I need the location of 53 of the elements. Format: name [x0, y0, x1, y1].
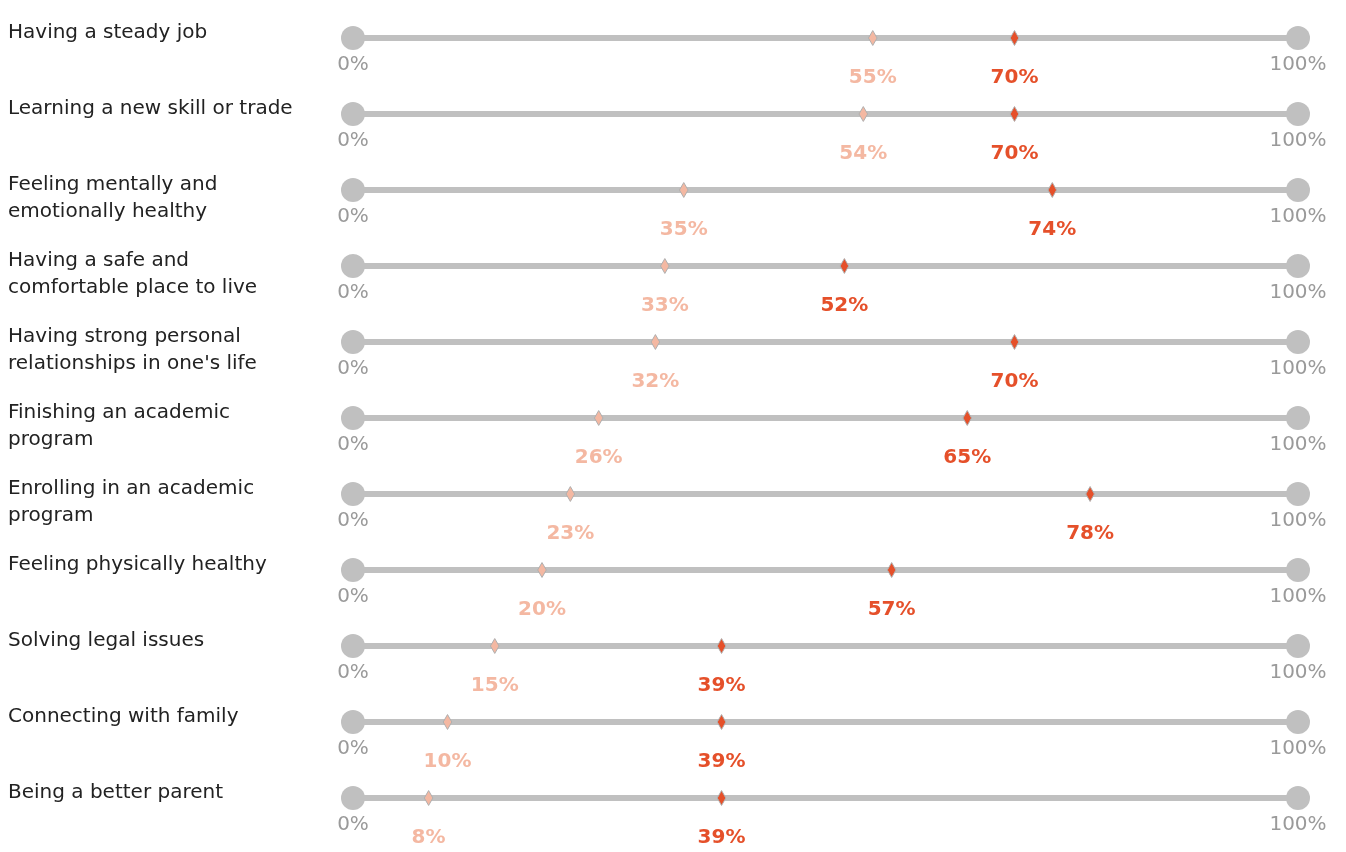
y-tick-label: Being a better parent — [8, 778, 225, 805]
data-label: 39% — [697, 748, 746, 772]
text: 100% — [1269, 507, 1327, 531]
y-tick-label: Having strong personal relationships in one's life — [8, 322, 258, 376]
data-label: 26% — [574, 444, 623, 468]
text: 100% — [1269, 203, 1327, 227]
data-label: 39% — [697, 672, 746, 696]
data-label: 15% — [470, 672, 519, 696]
text: 100% — [1269, 355, 1327, 379]
y-tick-label: Enrolling in an academic program — [8, 474, 256, 528]
data-label: 52% — [820, 292, 869, 316]
text: 0% — [337, 659, 369, 683]
data-label: 39% — [697, 824, 746, 848]
y-tick-label: Solving legal issues — [8, 626, 206, 653]
text: 0% — [337, 811, 369, 835]
data-label: 57% — [867, 596, 916, 620]
text: 100% — [1269, 659, 1327, 683]
y-tick-label: Feeling physically healthy — [8, 550, 268, 577]
data-label: 78% — [1066, 520, 1115, 544]
text: 0% — [337, 507, 369, 531]
data-label: 23% — [546, 520, 595, 544]
text: 100% — [1269, 279, 1327, 303]
data-label: 70% — [990, 64, 1039, 88]
text: 0% — [337, 583, 369, 607]
text: 0% — [337, 735, 369, 759]
data-label: 55% — [848, 64, 897, 88]
data-label: 32% — [631, 368, 680, 392]
y-tick-label: Learning a new skill or trade — [8, 94, 294, 121]
y-tick-label: Having a safe and comfortable place to live — [8, 246, 259, 300]
data-label: 74% — [1028, 216, 1077, 240]
data-label: 35% — [659, 216, 708, 240]
text: 100% — [1269, 811, 1327, 835]
data-label: 10% — [423, 748, 472, 772]
text: 0% — [337, 431, 369, 455]
y-tick-label: Connecting with family — [8, 702, 240, 729]
data-label: 33% — [640, 292, 689, 316]
text: 0% — [337, 127, 369, 151]
y-tick-label: Having a steady job — [8, 18, 209, 45]
text: 100% — [1269, 735, 1327, 759]
y-tick-label: Finishing an academic program — [8, 398, 232, 452]
data-label: 70% — [990, 368, 1039, 392]
text: 100% — [1269, 431, 1327, 455]
data-label: 8% — [411, 824, 446, 848]
text: 0% — [337, 279, 369, 303]
data-label: 70% — [990, 140, 1039, 164]
y-tick-label: Feeling mentally and emotionally healthy — [8, 170, 219, 224]
data-label: 65% — [943, 444, 992, 468]
text: 0% — [337, 355, 369, 379]
data-label: 20% — [518, 596, 566, 620]
text: 100% — [1269, 583, 1327, 607]
text: 100% — [1269, 127, 1327, 151]
text: 0% — [337, 203, 369, 227]
data-label: 54% — [839, 140, 888, 164]
